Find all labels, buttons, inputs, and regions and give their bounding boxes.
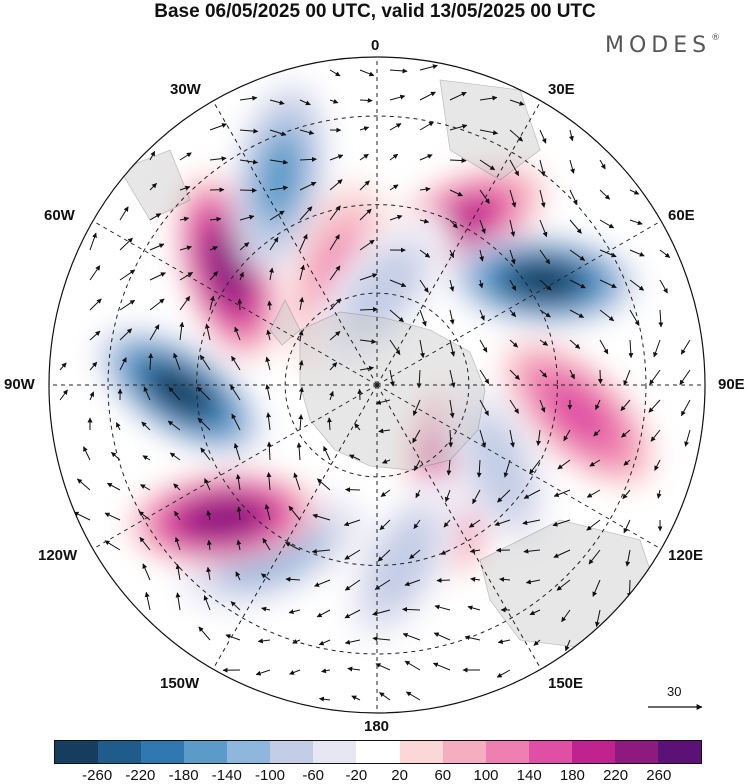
colorbar-cell [572,741,615,763]
colorbar-cell [184,741,227,763]
colorbar-cell [356,741,399,763]
wind-arrow [450,160,466,161]
lon-label-120e: 120E [668,548,703,564]
colorbar-tick-label: -180 [169,767,199,784]
colorbar-tick-label: -260 [82,767,112,784]
vector-scale-arrow [640,680,710,720]
colorbar-cell [615,741,658,763]
colorbar-tick-label: 220 [603,767,628,784]
lon-label-60w: 60W [44,208,75,224]
colorbar-cell [141,741,184,763]
colorbar-tick-label: 20 [391,767,408,784]
wind-arrow [600,370,601,384]
wind-arrow [360,309,378,310]
lon-label-30e: 30E [548,82,575,98]
colorbar [54,740,702,764]
colorbar-tick-label: 260 [646,767,671,784]
lon-label-150w: 150W [160,676,199,692]
colorbar-tick-label: 100 [473,767,498,784]
colorbar-cell [227,741,270,763]
wind-arrow [437,580,450,581]
colorbar-cell [443,741,486,763]
colorbar-tick-label: -100 [255,767,285,784]
colorbar-cell [270,741,313,763]
colorbar-tick-label: 180 [560,767,585,784]
lon-label-60e: 60E [668,208,695,224]
polar-map [0,0,750,740]
lon-label-120w: 120W [38,548,77,564]
colorbar-tick-label: -140 [212,767,242,784]
colorbar-tick-label: -20 [346,767,368,784]
wind-arrow [360,100,372,101]
lon-label-150e: 150E [548,676,583,692]
colorbar-cell [400,741,443,763]
colorbar-cell [313,741,356,763]
lon-label-0: 0 [371,38,379,54]
lon-label-30w: 30W [170,82,201,98]
lon-label-90w: 90W [4,377,35,393]
colorbar-tick-label: -60 [302,767,324,784]
colorbar-tick-label: 60 [434,767,451,784]
colorbar-tick-label: 140 [517,767,542,784]
colorbar-cell [98,741,141,763]
colorbar-cell [658,741,701,763]
colorbar-cell [486,741,529,763]
lon-label-90e: 90E [718,377,745,393]
colorbar-tick-label: -220 [125,767,155,784]
colorbar-cell [55,741,98,763]
colorbar-cell [529,741,572,763]
lon-label-180: 180 [364,719,389,735]
